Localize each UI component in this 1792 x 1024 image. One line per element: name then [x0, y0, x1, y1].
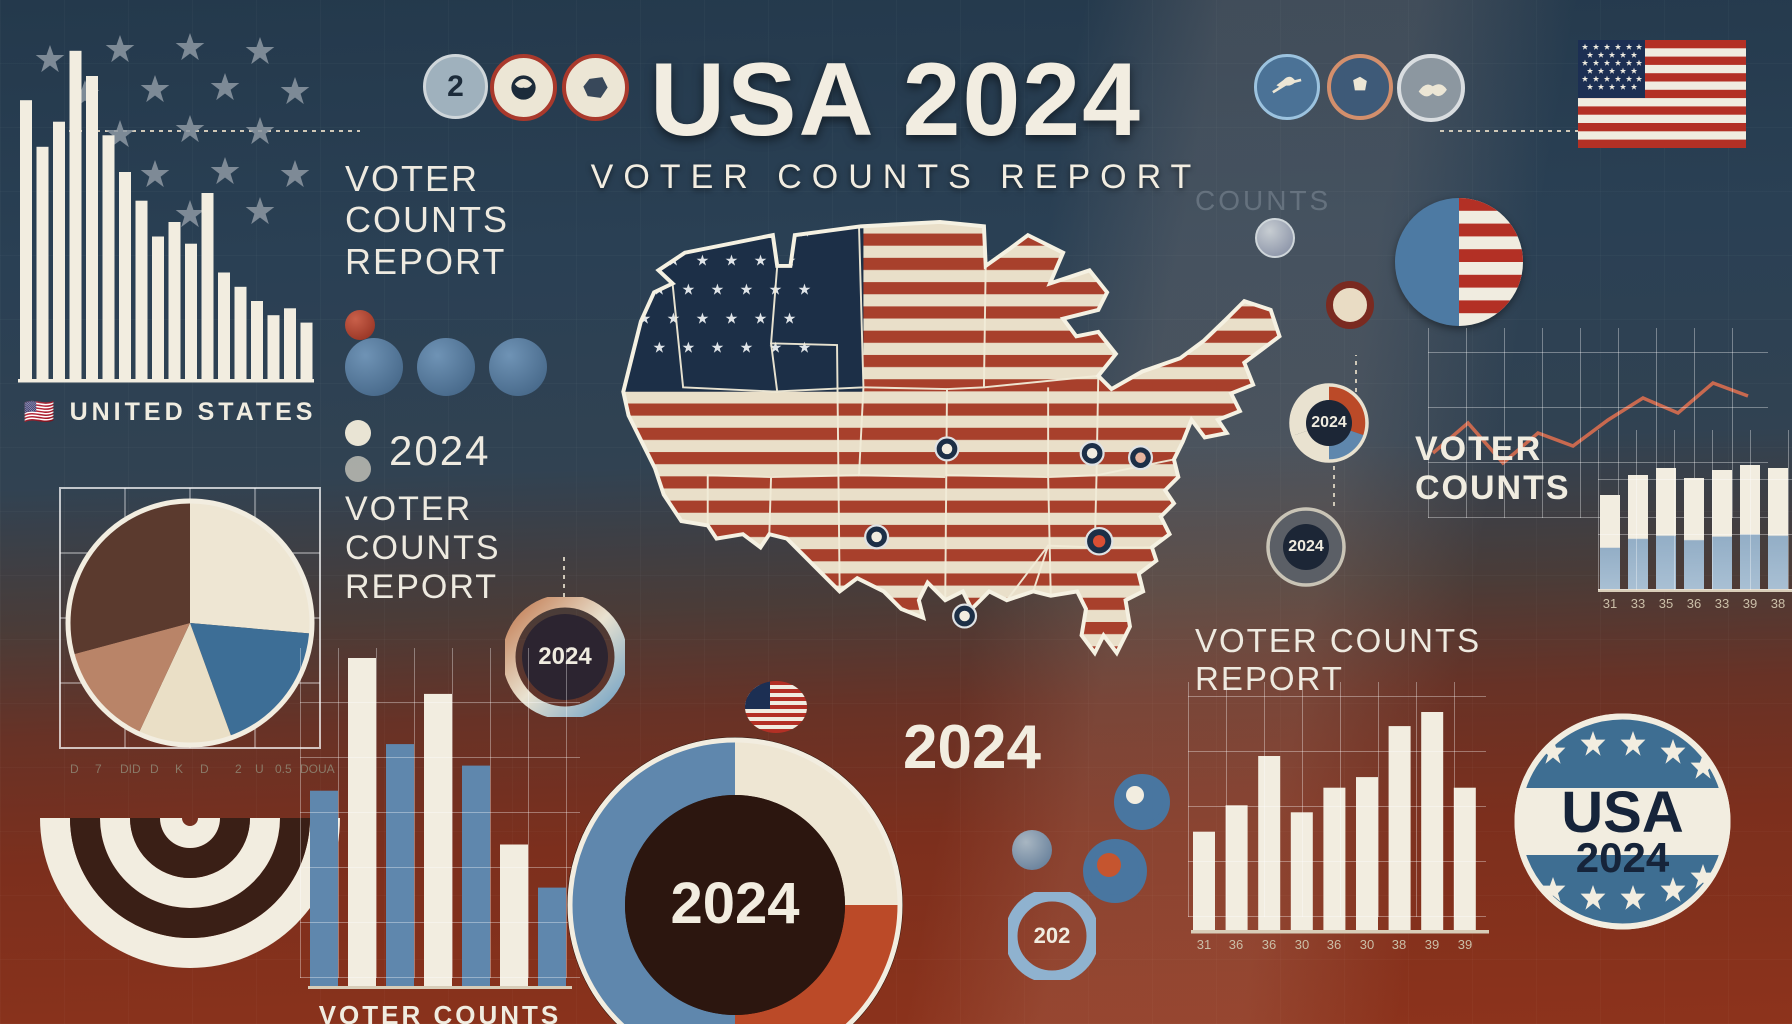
svg-text:31: 31	[1197, 937, 1211, 952]
svg-text:36: 36	[1229, 937, 1243, 952]
svg-text:2024: 2024	[1576, 834, 1670, 881]
svg-text:36: 36	[1687, 596, 1701, 611]
svg-text:2024: 2024	[670, 871, 799, 936]
svg-text:39: 39	[1425, 937, 1439, 952]
svg-text:36: 36	[1327, 937, 1341, 952]
svg-text:36: 36	[1262, 937, 1276, 952]
svg-text:30: 30	[1295, 937, 1309, 952]
svg-text:31: 31	[1603, 596, 1617, 611]
svg-text:38: 38	[1392, 937, 1406, 952]
svg-text:39: 39	[1458, 937, 1472, 952]
svg-text:39: 39	[1743, 596, 1757, 611]
svg-text:33: 33	[1631, 596, 1645, 611]
svg-text:35: 35	[1659, 596, 1673, 611]
svg-text:33: 33	[1715, 596, 1729, 611]
svg-text:38: 38	[1771, 596, 1785, 611]
svg-text:30: 30	[1360, 937, 1374, 952]
